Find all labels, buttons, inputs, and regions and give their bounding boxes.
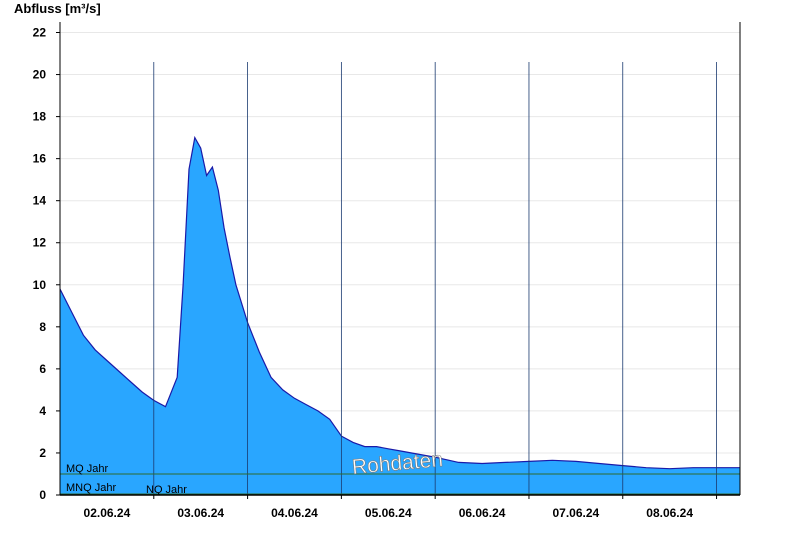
y-tick-labels: 0 2 4 6 8 10 12 14 16 18 20 22 — [33, 26, 60, 502]
y-tick-label: 20 — [33, 68, 47, 82]
day-boundary-lines — [153, 62, 717, 495]
discharge-line — [59, 135, 740, 470]
y-tick-label: 4 — [39, 404, 46, 418]
y-tick-label: 8 — [39, 320, 46, 334]
x-tick-label: 06.06.24 — [459, 506, 506, 520]
y-axis-title: Abfluss [m³/s] — [14, 1, 101, 16]
grid-layer — [60, 32, 740, 454]
y-tick-label: 16 — [33, 152, 47, 166]
x-tick-label: 02.06.24 — [84, 506, 131, 520]
y-tick-label: 22 — [33, 26, 47, 40]
y-tick-label: 2 — [39, 446, 46, 460]
x-tick-label: 08.06.24 — [646, 506, 693, 520]
x-tick-labels: 02.06.24 03.06.24 04.06.24 05.06.24 06.06.24… — [84, 495, 718, 520]
y-tick-label: 18 — [33, 110, 47, 124]
y-tick-label: 10 — [33, 278, 47, 292]
axes — [59, 22, 741, 496]
y-tick-label: 14 — [33, 194, 47, 208]
reference-line-label: MQ Jahr — [66, 463, 109, 475]
x-tick-label: 03.06.24 — [177, 506, 224, 520]
y-tick-label: 0 — [39, 488, 46, 502]
y-tick-label: 6 — [39, 362, 46, 376]
reference-line-label: MNQ Jahr — [66, 482, 116, 494]
reference-line-label: NQ Jahr — [146, 484, 187, 496]
discharge-area — [60, 137, 740, 495]
x-tick-label: 04.06.24 — [271, 506, 318, 520]
y-tick-label: 12 — [33, 236, 47, 250]
x-tick-label: 05.06.24 — [365, 506, 412, 520]
x-tick-label: 07.06.24 — [553, 506, 600, 520]
